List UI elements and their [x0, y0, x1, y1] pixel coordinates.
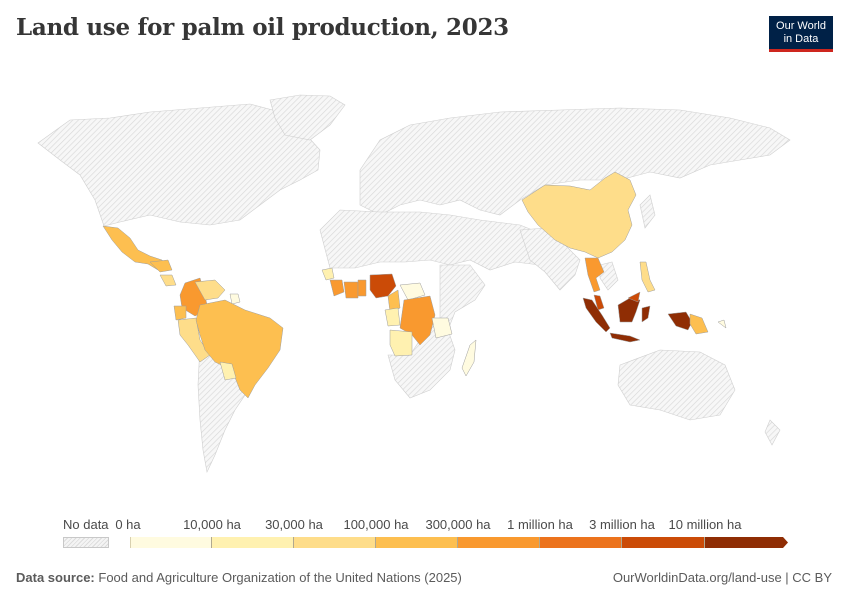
- legend-bin-6[interactable]: [622, 537, 705, 548]
- legend-label-0: 0 ha: [115, 517, 141, 532]
- region-philippines: [639, 261, 656, 293]
- region-central-african-republic: [399, 282, 426, 301]
- region-west-papua: [667, 311, 693, 331]
- region-sumatra: [582, 297, 611, 333]
- world-map: [37, 94, 791, 473]
- legend-label-5: 1 million ha: [507, 517, 573, 532]
- region-angola: [389, 329, 413, 357]
- region-guatemala-honduras: [149, 259, 173, 273]
- legend-label-2: 30,000 ha: [265, 517, 323, 532]
- region-greenland: [269, 94, 346, 141]
- data-source: Data source: Food and Agriculture Organi…: [16, 570, 462, 585]
- region-paraguay: [219, 361, 237, 381]
- region-malaysia-borneo: [627, 291, 641, 303]
- region-new-zealand: [764, 419, 781, 446]
- region-papua-new-guinea: [689, 313, 709, 335]
- chart-title: Land use for palm oil production, 2023: [16, 14, 509, 41]
- region-tanzania: [431, 317, 453, 339]
- region-china: [521, 171, 637, 259]
- legend-label-3: 100,000 ha: [343, 517, 409, 532]
- legend-label-6: 3 million ha: [589, 517, 655, 532]
- region-malaysia-peninsula: [593, 294, 605, 311]
- data-source-label: Data source:: [16, 570, 95, 585]
- region-indochina: [599, 261, 619, 291]
- region-ghana: [357, 279, 367, 297]
- region-eurasia: [359, 107, 791, 216]
- legend-label-7: 10 million ha: [668, 517, 742, 532]
- legend-no-data-label: No data: [63, 517, 109, 532]
- legend-bin-4[interactable]: [458, 537, 540, 548]
- region-venezuela: [194, 279, 226, 301]
- region-sulawesi: [641, 305, 651, 323]
- region-suriname: [229, 293, 241, 305]
- legend-bin-2[interactable]: [294, 537, 376, 548]
- logo-line-1: Our World: [776, 20, 826, 32]
- logo-line-2: in Data: [783, 33, 819, 45]
- region-north-africa-middle-east: [319, 209, 561, 271]
- legend-label-1: 10,000 ha: [183, 517, 241, 532]
- owid-logo[interactable]: Our World in Data: [769, 16, 833, 52]
- legend-no-data-swatch[interactable]: [63, 537, 109, 548]
- region-gabon-congo: [384, 307, 401, 327]
- legend-bin-5[interactable]: [540, 537, 622, 548]
- legend-bin-3[interactable]: [376, 537, 458, 548]
- data-source-text[interactable]: Food and Agriculture Organization of the…: [98, 570, 462, 585]
- region-cote-divoire: [343, 281, 359, 299]
- region-solomon-islands: [717, 319, 727, 329]
- legend-bin-0[interactable]: [130, 537, 212, 548]
- region-java: [609, 332, 641, 343]
- region-ecuador: [173, 305, 187, 321]
- region-thailand: [584, 257, 605, 293]
- region-guinea-sierra-leone: [321, 267, 335, 281]
- region-japan: [639, 194, 656, 229]
- legend-bin-7[interactable]: [705, 537, 789, 548]
- legend-bin-1[interactable]: [212, 537, 294, 548]
- region-madagascar: [461, 339, 477, 377]
- region-brazil: [195, 299, 284, 399]
- map-legend: No data 0 ha 10,000 ha 30,000 ha 100,000…: [0, 515, 850, 555]
- region-australia: [617, 349, 736, 421]
- data-regions: [102, 171, 727, 399]
- footer-link[interactable]: OurWorldinData.org/land-use | CC BY: [612, 570, 832, 585]
- legend-label-4: 300,000 ha: [425, 517, 491, 532]
- region-north-america: [37, 103, 321, 227]
- region-costa-rica: [159, 274, 177, 287]
- region-guinea: [329, 279, 345, 297]
- region-cameroon: [387, 289, 401, 313]
